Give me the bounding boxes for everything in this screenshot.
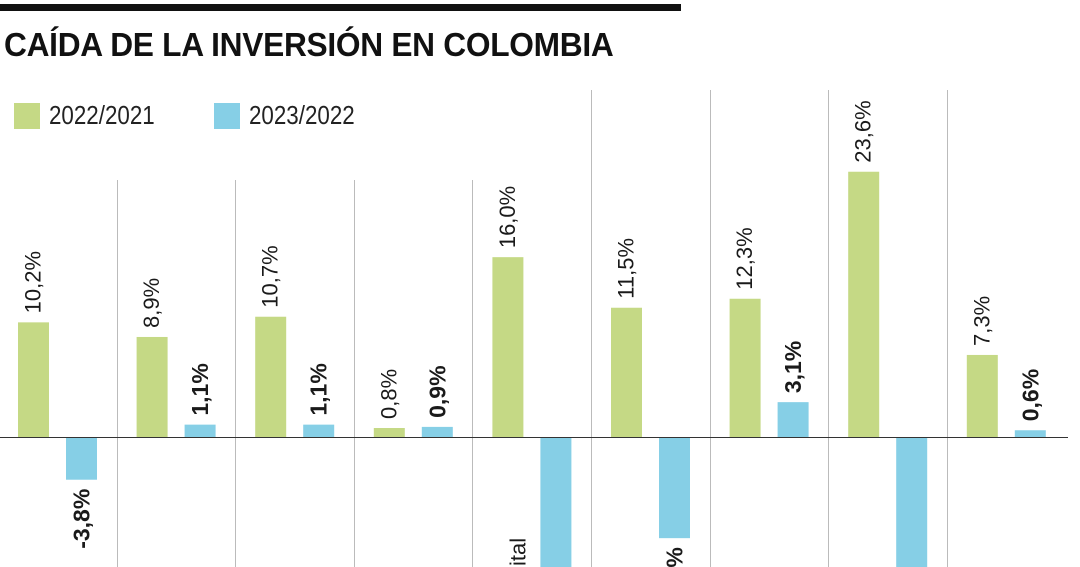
bar-2022-2021 (373, 428, 405, 437)
bar-2022-2021 (611, 307, 642, 437)
value-label-2022-2021: 11,5% (614, 238, 639, 299)
bar-2023-2022 (303, 424, 335, 437)
value-label-2022-2021: 7,3% (969, 296, 994, 346)
bar-2022-2021 (729, 298, 761, 437)
bar-2023-2022 (659, 437, 690, 539)
value-label-2022-2021: 23,6% (851, 100, 876, 162)
value-label-2023-2022: 0,6% (1017, 369, 1043, 421)
value-label-2023-2022: 0,9% (424, 365, 450, 417)
bar-2023-2022 (1014, 430, 1046, 437)
value-label-2022-2021: 16,0% (495, 186, 520, 248)
bar-2023-2022 (421, 426, 453, 437)
bar-2023-2022-cropped (540, 437, 572, 567)
bar-2022-2021 (848, 171, 880, 437)
legend-label-2023-2022: 2023/2022 (249, 100, 355, 130)
value-label-2023-2022: 3,1% (780, 341, 806, 393)
value-label-2022-2021: 10,7% (258, 245, 283, 307)
category-label-fragment: ital (505, 538, 530, 566)
value-label-2022-2021: 0,8% (376, 369, 401, 419)
value-label-2023-2022: -3,8% (69, 489, 95, 549)
legend-item-2023-2022: 2023/2022 (214, 100, 372, 131)
top-rule (0, 4, 681, 11)
value-label-2022-2021: 10,2% (21, 251, 46, 313)
value-label-2023-2022: 1,1% (187, 363, 213, 415)
bar-2022-2021 (18, 322, 49, 437)
legend-swatch-2023-2022 (214, 102, 240, 129)
bar-2022-2021 (492, 257, 524, 437)
value-label-2023-2022: % (662, 547, 688, 567)
legend-swatch-2022-2021 (14, 102, 40, 129)
bar-2022-2021 (136, 336, 168, 437)
bar-2023-2022-cropped (896, 437, 928, 567)
legend-label-2022-2021: 2022/2021 (49, 100, 155, 130)
bar-2022-2021 (255, 316, 287, 437)
legend-item-2022-2021: 2022/2021 (14, 100, 172, 131)
bar-2022-2021 (966, 354, 998, 437)
value-label-2023-2022: 1,1% (306, 363, 332, 415)
value-label-2022-2021: 12,3% (732, 227, 757, 289)
bar-2023-2022 (66, 437, 97, 480)
chart-title: CAÍDA DE LA INVERSIÓN EN COLOMBIA (4, 26, 614, 63)
bar-2023-2022 (184, 424, 216, 437)
value-label-2022-2021: 8,9% (139, 278, 164, 328)
bar-2023-2022 (777, 402, 809, 437)
